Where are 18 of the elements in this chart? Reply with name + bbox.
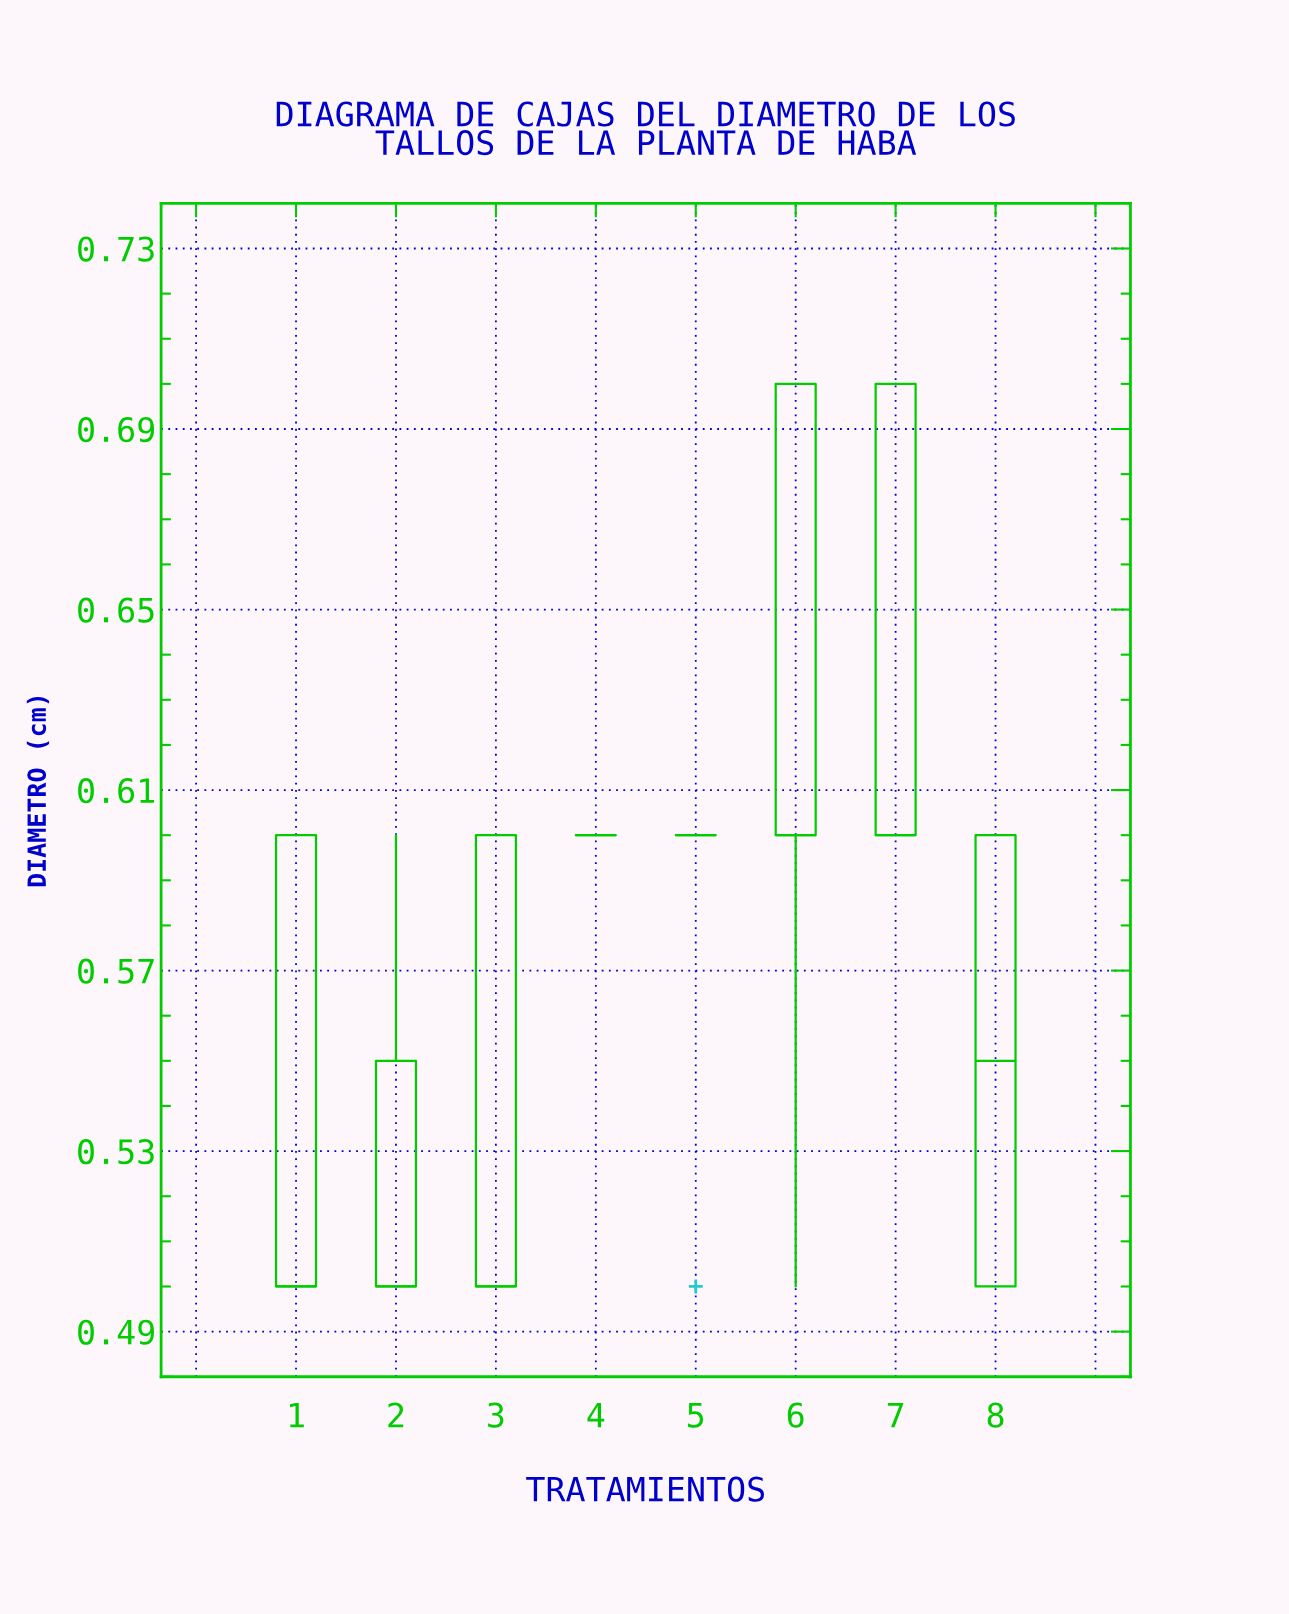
y-tick-label: 0.57 — [78, 958, 154, 984]
x-tick-label: 3 — [488, 1402, 504, 1428]
chart-title: DIAGRAMA DE CAJAS DEL DIAMETRO DE LOS TALLOS DE LA PLANTA DE HABA — [276, 101, 1015, 156]
y-tick-label: 0.61 — [78, 778, 155, 804]
x-tick-label: 7 — [887, 1402, 904, 1428]
x-tick-label: 2 — [388, 1402, 404, 1428]
y-tick-label: 0.65 — [78, 597, 154, 623]
x-tick-label: 4 — [587, 1402, 605, 1428]
y-tick-label: 0.69 — [78, 417, 155, 443]
x-tick-label: 6 — [787, 1402, 804, 1428]
y-tick-label: 0.53 — [78, 1139, 154, 1165]
x-axis-title: TRATAMIENTOS — [526, 1476, 764, 1502]
x-tick-label: 1 — [290, 1402, 304, 1428]
x-tick-label: 8 — [987, 1402, 1004, 1428]
x-tick-label: 5 — [688, 1402, 704, 1428]
y-tick-label: 0.73 — [78, 236, 154, 262]
y-tick-label: 0.49 — [78, 1319, 155, 1345]
y-axis-title: DIAMETRO (cm) — [26, 696, 50, 887]
